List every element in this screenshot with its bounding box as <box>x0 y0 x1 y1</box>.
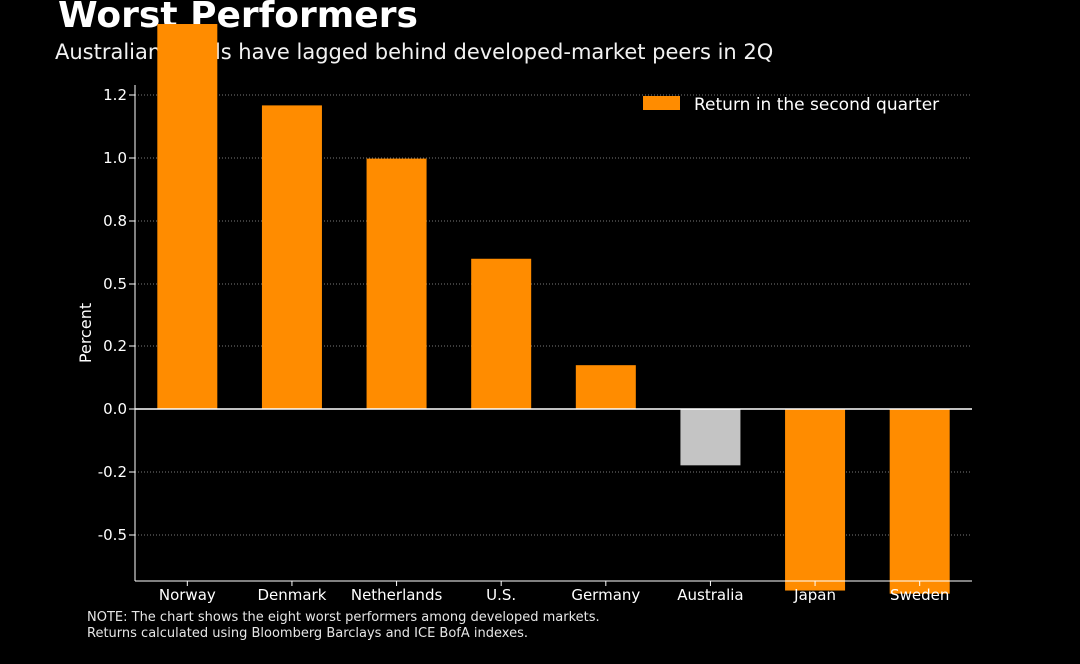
legend-swatch <box>643 96 680 110</box>
x-tick-label: Australia <box>677 586 743 604</box>
tick-labels: -0.5 -0.2 0.0 0.2 0.5 0.8 1.0 1.2 Norway Denmark N… <box>98 86 950 604</box>
axes <box>134 85 972 582</box>
bar-germany <box>575 365 636 409</box>
x-tick-label: Germany <box>571 586 640 604</box>
bar-sweden <box>889 409 950 594</box>
bars <box>157 24 950 594</box>
x-tick-label: Denmark <box>257 586 326 604</box>
y-tick-label: 0.2 <box>103 337 127 355</box>
bar-japan <box>785 409 846 591</box>
chart-title: Worst Performers <box>58 0 418 36</box>
x-tick-label: Norway <box>159 586 216 604</box>
y-tick-label: 0.0 <box>103 400 127 418</box>
bar-denmark <box>261 105 322 409</box>
y-tick-label: 1.2 <box>103 86 127 104</box>
bar-australia <box>680 409 741 466</box>
legend-label: Return in the second quarter <box>694 95 939 115</box>
bar-netherlands <box>366 158 427 409</box>
y-tick-label: -0.2 <box>98 463 127 481</box>
x-tick-label: Japan <box>793 586 836 604</box>
y-axis-label: Percent <box>76 303 95 363</box>
y-tick-label: -0.5 <box>98 526 127 544</box>
x-tick-label: U.S. <box>486 586 516 604</box>
gridlines <box>135 94 972 536</box>
bar-u-s <box>471 258 532 409</box>
y-tick-label: 0.8 <box>103 212 127 230</box>
note-line-1: NOTE: The chart shows the eight worst pe… <box>87 610 600 625</box>
note-line-2: Returns calculated using Bloomberg Barcl… <box>87 626 528 641</box>
bar-norway <box>157 24 218 409</box>
x-tick-label: Sweden <box>890 586 949 604</box>
y-tick-label: 0.5 <box>103 275 127 293</box>
x-tick-label: Netherlands <box>351 586 443 604</box>
y-tick-label: 1.0 <box>103 149 127 167</box>
legend: Return in the second quarter <box>643 95 939 115</box>
chart-note: NOTE: The chart shows the eight worst pe… <box>87 610 600 642</box>
